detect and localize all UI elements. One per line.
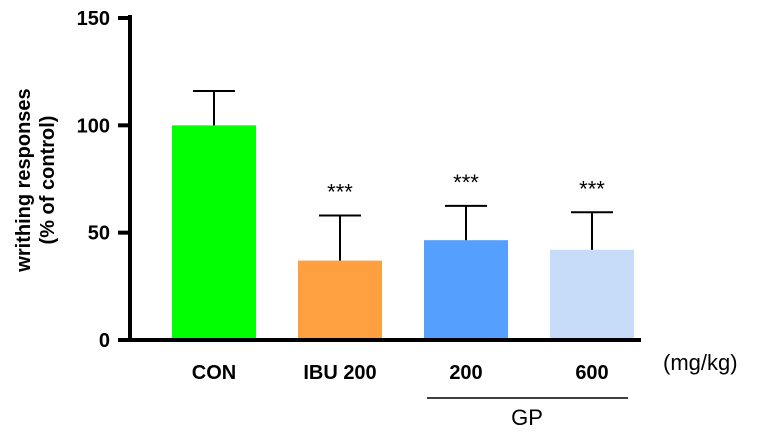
bar-4	[550, 249, 634, 340]
y-tick-label: 100	[77, 115, 110, 137]
y-tick-label: 150	[77, 8, 110, 30]
y-tick-label: 0	[99, 330, 110, 352]
y-tick-label: 50	[88, 223, 110, 245]
significance-label-3: ***	[453, 170, 479, 195]
bar-3	[424, 240, 508, 340]
x-unit-label: (mg/kg)	[663, 350, 738, 375]
significance-label-4: ***	[579, 176, 605, 201]
bar-1	[172, 125, 256, 340]
group-label: GP	[511, 405, 543, 430]
bar-2	[298, 260, 382, 340]
category-label-1: CON	[192, 362, 236, 384]
y-axis-label-line2: (% of control)	[37, 116, 59, 245]
category-label-4: 600	[575, 362, 608, 384]
category-label-3: 200	[449, 362, 482, 384]
category-label-2: IBU 200	[303, 362, 376, 384]
significance-label-2: ***	[327, 179, 353, 204]
y-axis-label-line1: writhing responses	[13, 88, 35, 272]
